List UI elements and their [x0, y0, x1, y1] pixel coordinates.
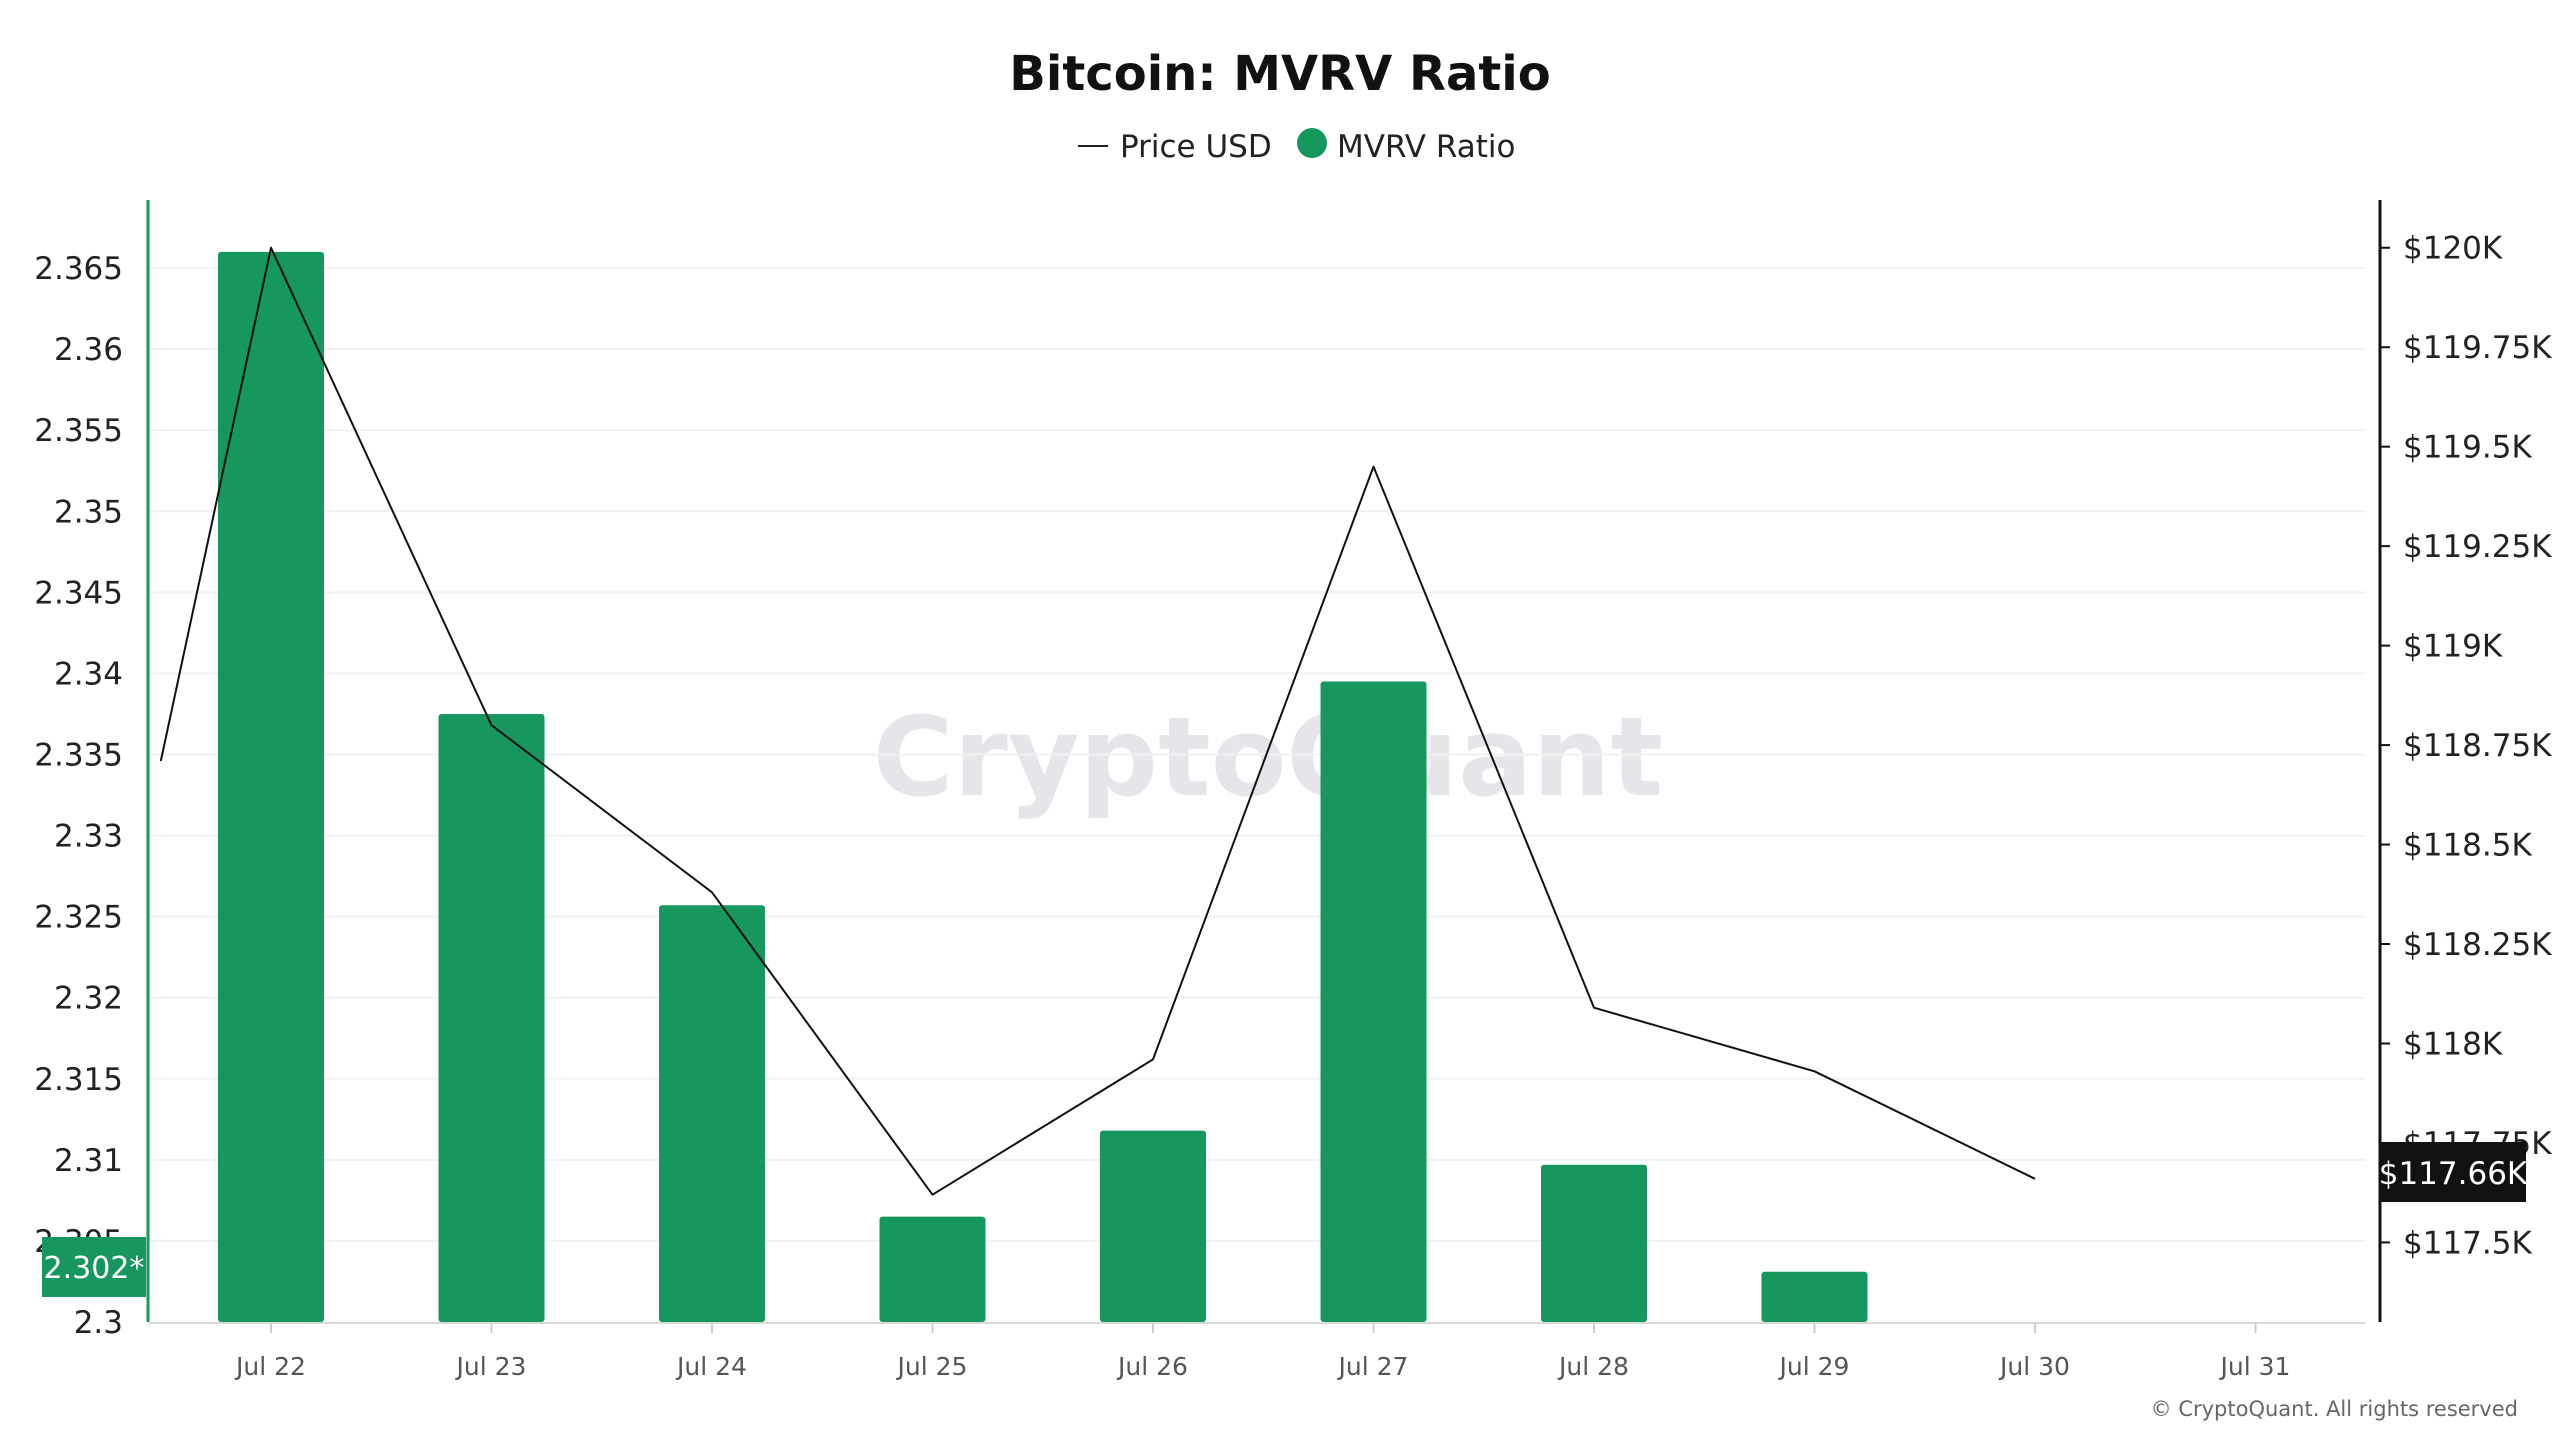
right-tick-label: $119K: [2403, 629, 2503, 665]
left-tick-label: 2.315: [34, 1062, 123, 1098]
mvrv-bar[interactable]: [1541, 1164, 1647, 1322]
right-axis-ticks: $117.5K$117.75K$118K$118.25K$118.5K$118.…: [2380, 231, 2552, 1261]
mvrv-bar[interactable]: [438, 713, 545, 1322]
mvrv-bar[interactable]: [1761, 1271, 1868, 1322]
left-tick-label: 2.355: [34, 413, 123, 449]
mvrv-bar[interactable]: [879, 1216, 986, 1322]
left-tick-label: 2.33: [54, 819, 123, 855]
x-tick-label: Jul 26: [1116, 1352, 1188, 1381]
right-tick-label: $118.5K: [2403, 828, 2532, 864]
x-tick-label: Jul 25: [896, 1352, 968, 1381]
left-tick-label: 2.325: [34, 900, 123, 936]
price-line-group: [159, 246, 2036, 1196]
bars: [218, 251, 1868, 1322]
mvrv-bar[interactable]: [1320, 681, 1427, 1322]
left-tick-label: 2.32: [54, 981, 123, 1017]
left-tick-label: 2.3: [74, 1305, 123, 1341]
left-current-badge-bg: [42, 1237, 146, 1297]
x-tick-label: Jul 27: [1337, 1352, 1409, 1381]
left-tick-label: 2.36: [54, 332, 123, 368]
mvrv-bar[interactable]: [1100, 1130, 1206, 1322]
right-tick-label: $118.25K: [2403, 927, 2552, 963]
x-tick-label: Jul 23: [455, 1352, 527, 1381]
right-tick-label: $118.75K: [2403, 728, 2552, 764]
right-tick-label: $117.5K: [2403, 1225, 2532, 1261]
legend-item-price-usd[interactable]: Price USD: [1120, 129, 1272, 165]
left-tick-label: 2.34: [54, 656, 123, 692]
left-current-badge: 2.302*: [42, 1237, 146, 1297]
legend: Price USD MVRV Ratio: [1078, 128, 1515, 165]
left-current-value: 2.302*: [44, 1251, 145, 1286]
mvrv-bar[interactable]: [659, 905, 765, 1322]
left-tick-label: 2.31: [54, 1143, 123, 1179]
x-tick-label: Jul 24: [675, 1352, 747, 1381]
right-current-badge: $117.66K: [2379, 1142, 2528, 1202]
right-tick-label: $119.25K: [2403, 529, 2552, 565]
x-tick-label: Jul 22: [234, 1352, 306, 1381]
copyright: © CryptoQuant. All rights reserved: [2151, 1397, 2518, 1421]
left-axis-ticks: 2.32.3052.312.3152.322.3252.332.3352.342…: [34, 251, 123, 1341]
right-tick-label: $120K: [2403, 231, 2503, 267]
right-current-value: $117.66K: [2379, 1156, 2528, 1192]
right-tick-label: $119.5K: [2403, 430, 2532, 466]
x-tick-label: Jul 31: [2219, 1352, 2291, 1381]
left-tick-label: 2.365: [34, 251, 123, 287]
x-axis-ticks: Jul 22 Jul 23 Jul 24 Jul 25 Jul 26 Jul 27 Jul …: [234, 1323, 2290, 1381]
x-tick-label: Jul 29: [1778, 1352, 1850, 1381]
chart-title: Bitcoin: MVRV Ratio: [1009, 46, 1550, 102]
x-tick-label: Jul 30: [1998, 1352, 2070, 1381]
watermark: CryptoQuant: [873, 693, 1664, 821]
legend-item-mvrv-ratio[interactable]: MVRV Ratio: [1337, 129, 1515, 165]
left-tick-label: 2.345: [34, 575, 123, 611]
right-tick-label: $118K: [2403, 1026, 2503, 1062]
mvrv-bar[interactable]: [218, 251, 324, 1322]
legend-dot-swatch: [1297, 128, 1327, 158]
left-tick-label: 2.335: [34, 738, 123, 774]
price-usd-line[interactable]: [159, 246, 2036, 1196]
x-tick-label: Jul 28: [1557, 1352, 1629, 1381]
right-current-badge-bg: [2380, 1142, 2526, 1202]
right-tick-label: $119.75K: [2403, 330, 2552, 366]
left-tick-label: 2.35: [54, 494, 123, 530]
